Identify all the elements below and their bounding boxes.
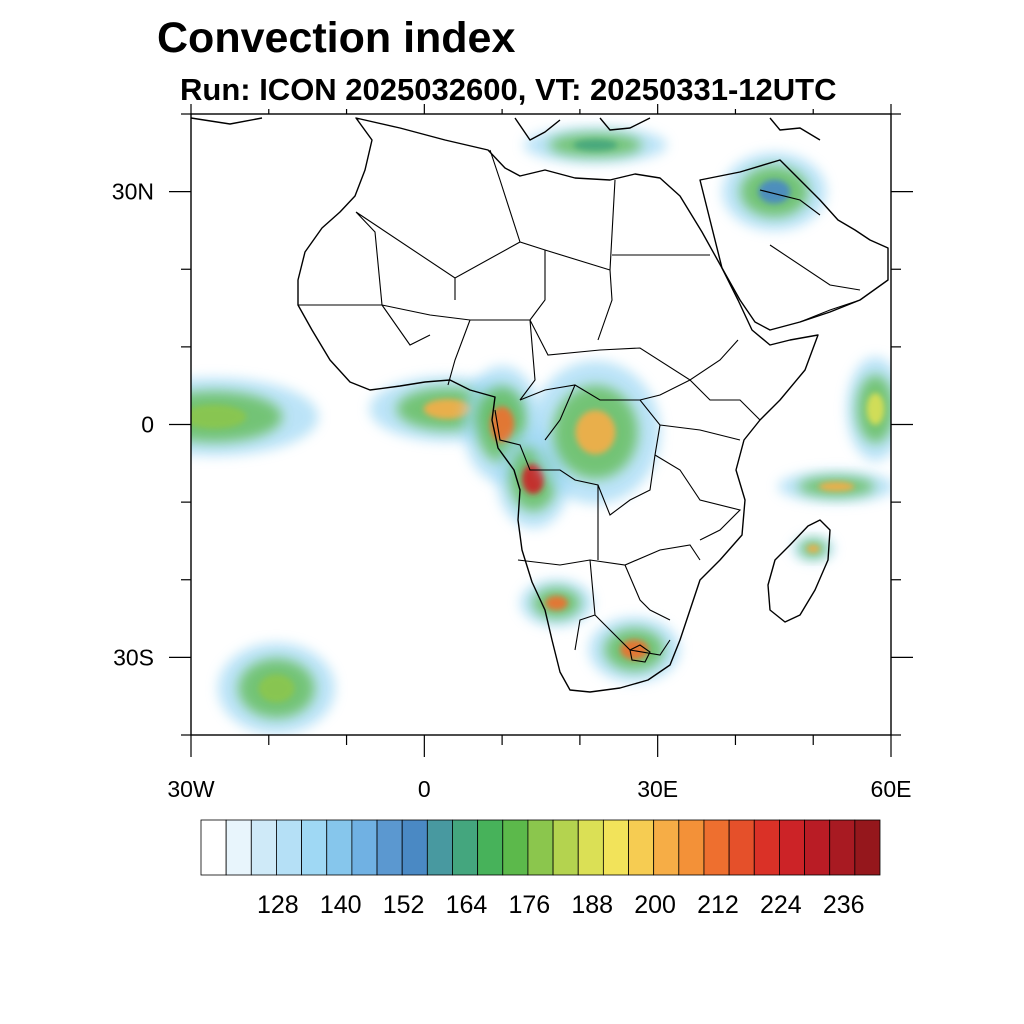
convection-area-south-africa [588, 617, 680, 683]
madagascar-coastline [767, 519, 831, 623]
lon-tick-label: 30W [167, 776, 215, 802]
colorbar-label: 224 [760, 891, 802, 919]
convection-core [806, 544, 820, 553]
colorbar-label: 128 [257, 891, 299, 919]
convection-core [258, 674, 295, 703]
lat-tick-label: 30S [113, 644, 154, 670]
border-sahel [298, 304, 739, 401]
colorbar-label: 212 [697, 891, 739, 919]
colorbar-swatch [628, 819, 655, 876]
colorbar-swatch [225, 819, 252, 876]
colorbar-swatch [577, 819, 604, 876]
convection-area-madagascar-north [792, 535, 835, 562]
colorbar-swatch [854, 819, 881, 876]
border-central-africa [494, 379, 741, 516]
colorbar-swatch [552, 819, 579, 876]
convection-core [575, 410, 616, 455]
coastline-layer [191, 117, 889, 693]
colorbar-label: 152 [383, 891, 425, 919]
lon-tick-label: 30E [637, 776, 678, 802]
tick-marks [169, 104, 913, 757]
colorbar-swatch [502, 819, 529, 876]
convection-field-layer [191, 126, 891, 734]
chart-title: Convection index [157, 14, 516, 62]
convection-area-drc-east [530, 360, 661, 504]
lon-tick-label: 60E [871, 776, 912, 802]
colorbar-swatch [779, 819, 805, 876]
colorbar-swatch [401, 819, 428, 876]
colorbar [200, 819, 881, 876]
colorbar-label: 236 [823, 891, 865, 919]
convection-core [522, 463, 545, 495]
colorbar-swatch [250, 819, 277, 876]
colorbar-swatch [426, 819, 453, 876]
colorbar-swatch [276, 819, 302, 876]
convection-area-indian-ocean-band [778, 471, 891, 503]
arabia-coastline [699, 159, 889, 331]
colorbar-swatch [452, 819, 479, 876]
convection-area-mediterranean [523, 126, 667, 164]
chart-subtitle: Run: ICON 2025032600, VT: 20250331-12UTC [180, 72, 837, 107]
convection-core [545, 595, 568, 611]
lat-tick-label: 0 [141, 412, 154, 438]
convection-core [758, 179, 791, 204]
colorbar-swatch [728, 819, 755, 876]
colorbar-swatch [376, 819, 403, 876]
colorbar-swatch [527, 819, 554, 876]
colorbar-label: 140 [320, 891, 362, 919]
border-east-africa [654, 379, 761, 541]
lon-tick-label: 0 [418, 776, 431, 802]
colorbar-swatch [703, 819, 730, 876]
africa-coastline [297, 117, 819, 693]
colorbar-swatch [678, 819, 705, 876]
colorbar-swatch [301, 819, 328, 876]
convection-area-arabia [722, 152, 827, 231]
tick-labels: 30W 0 30E 60E 30N 0 30S [112, 179, 912, 802]
convection-area-south-atlantic-cyclone [218, 642, 336, 734]
convection-core [573, 139, 618, 151]
colorbar-swatch [804, 819, 831, 876]
colorbar-swatch [326, 819, 353, 876]
convection-area-atlantic-equatorial-band [191, 377, 319, 456]
border-north-africa [355, 149, 710, 341]
border-layer [298, 149, 861, 663]
colorbar-label: 188 [571, 891, 613, 919]
convection-core [423, 398, 472, 419]
colorbar-swatch [653, 819, 680, 876]
colorbar-swatch [602, 819, 629, 876]
colorbar-swatch [753, 819, 780, 876]
border-arabia [759, 189, 861, 323]
europe-coastline [514, 117, 821, 141]
colorbar-label: 164 [446, 891, 488, 919]
border-southern-africa [517, 485, 701, 663]
convection-core [191, 404, 247, 429]
colorbar-label: 176 [508, 891, 550, 919]
colorbar-labels: 128 140 152 164 176 188 200 212 224 236 [257, 891, 865, 919]
lat-tick-label: 30N [112, 179, 154, 205]
convection-core [818, 481, 855, 492]
colorbar-swatch [477, 819, 504, 876]
convection-area-indian-ocean-east [846, 356, 891, 461]
iberia-coastline [191, 117, 263, 125]
convection-core [620, 639, 649, 660]
colorbar-swatch [200, 819, 227, 876]
convection-core [866, 392, 885, 425]
colorbar-label: 200 [634, 891, 676, 919]
colorbar-swatch [351, 819, 378, 876]
colorbar-swatch [829, 819, 856, 876]
